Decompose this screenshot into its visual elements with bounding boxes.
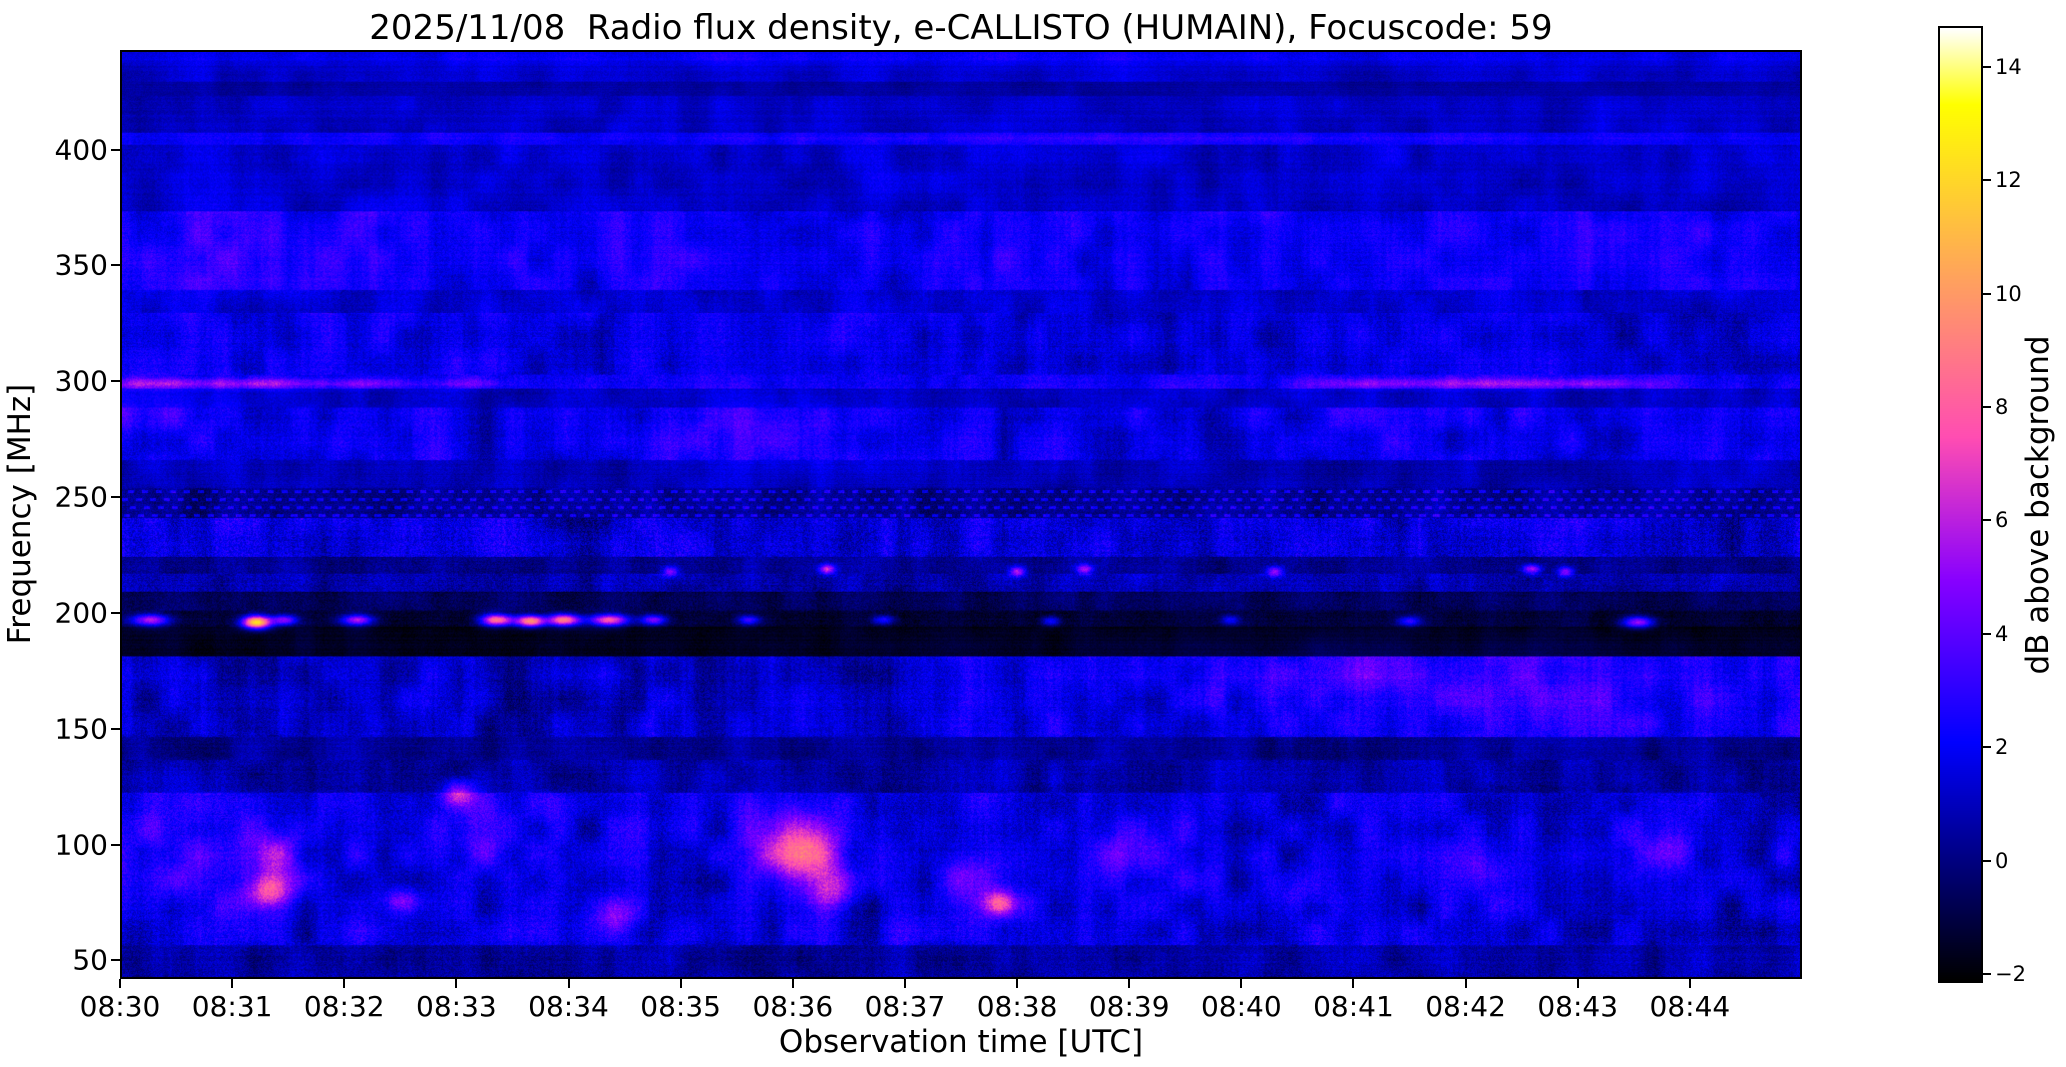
y-tick-label: 200 (54, 596, 108, 630)
x-tick-label: 08:36 (752, 990, 834, 1023)
x-tick-mark (343, 979, 346, 988)
x-tick-label: 08:33 (416, 990, 497, 1023)
y-tick-mark (111, 264, 120, 267)
colorbar-canvas (1940, 28, 1981, 981)
colorbar-tick-mark (1983, 65, 1991, 68)
x-tick-mark (903, 979, 906, 988)
colorbar-tick-mark (1983, 972, 1991, 975)
x-tick-label: 08:41 (1313, 990, 1394, 1023)
colorbar-tick-mark (1983, 405, 1991, 408)
y-tick-label: 350 (54, 248, 108, 282)
x-tick-label: 08:40 (1200, 990, 1282, 1023)
x-tick-mark (1576, 979, 1579, 988)
colorbar-tick-mark (1983, 519, 1991, 522)
colorbar-tick-label: 12 (1995, 168, 2022, 193)
x-tick-mark (567, 979, 570, 988)
colorbar-tick-label: 4 (1995, 621, 2009, 646)
colorbar-tick-label: 0 (1995, 848, 2009, 873)
colorbar-tick-label: 10 (1995, 281, 2022, 306)
colorbar-tick-mark (1983, 292, 1991, 295)
x-tick-mark (1240, 979, 1243, 988)
y-tick-mark (111, 148, 120, 151)
x-tick-label: 08:37 (864, 990, 946, 1023)
y-tick-label: 150 (54, 712, 108, 746)
x-tick-mark (119, 979, 121, 988)
x-tick-label: 08:31 (191, 990, 273, 1023)
colorbar (1938, 26, 1983, 983)
x-tick-mark (1464, 979, 1467, 988)
x-tick-mark (1016, 979, 1019, 988)
x-tick-label: 08:44 (1649, 990, 1731, 1023)
y-tick-mark (111, 959, 120, 962)
colorbar-label: dB above background (2020, 335, 2056, 675)
x-tick-mark (455, 979, 458, 988)
spectrogram-plot (120, 50, 1802, 979)
colorbar-tick-label: 14 (1995, 54, 2022, 79)
x-tick-label: 08:42 (1425, 990, 1506, 1023)
x-tick-mark (1352, 979, 1355, 988)
colorbar-tick-mark (1983, 632, 1991, 635)
x-tick-label: 08:43 (1537, 990, 1619, 1023)
y-tick-mark (111, 727, 120, 730)
y-tick-mark (111, 843, 120, 846)
x-tick-label: 08:39 (1088, 990, 1170, 1023)
y-tick-label: 50 (72, 943, 108, 977)
x-tick-label: 08:30 (79, 990, 161, 1023)
y-tick-mark (111, 496, 120, 499)
y-axis-label: Frequency [MHz] (2, 383, 38, 645)
y-tick-label: 300 (54, 364, 108, 398)
x-tick-label: 08:35 (640, 990, 722, 1023)
x-tick-mark (1688, 979, 1691, 988)
x-tick-mark (679, 979, 682, 988)
colorbar-tick-mark (1983, 859, 1991, 862)
colorbar-tick-label: −2 (1995, 961, 2026, 986)
x-tick-label: 08:38 (976, 990, 1058, 1023)
x-tick-mark (791, 979, 794, 988)
colorbar-tick-mark (1983, 179, 1991, 182)
x-tick-mark (1128, 979, 1131, 988)
colorbar-tick-label: 8 (1995, 394, 2009, 419)
colorbar-tick-mark (1983, 746, 1991, 749)
x-tick-label: 08:34 (528, 990, 609, 1023)
colorbar-tick-label: 6 (1995, 508, 2009, 533)
spectrogram-canvas (122, 52, 1800, 977)
y-tick-label: 400 (54, 133, 108, 167)
y-tick-mark (111, 611, 120, 614)
x-tick-label: 08:32 (303, 990, 385, 1023)
y-tick-mark (111, 380, 120, 383)
y-tick-label: 250 (54, 480, 108, 514)
colorbar-tick-label: 2 (1995, 735, 2009, 760)
y-tick-label: 100 (54, 828, 108, 862)
chart-title: 2025/11/08 Radio flux density, e-CALLIST… (369, 8, 1553, 48)
x-tick-mark (231, 979, 234, 988)
x-axis-label: Observation time [UTC] (778, 1024, 1144, 1060)
